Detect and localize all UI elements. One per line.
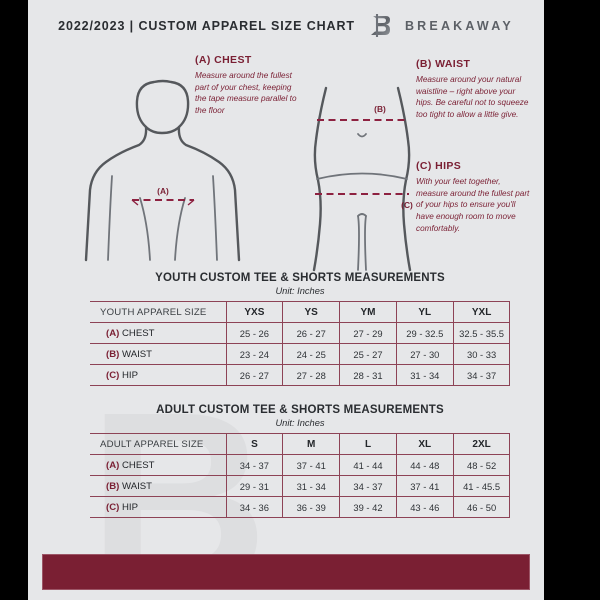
- adult-size-table: ADULT APPAREL SIZE S M L XL 2XL (A) CHES…: [90, 433, 511, 518]
- adult-row-0-tag: (A): [106, 459, 120, 471]
- adult-table-unit: Unit: Inches: [275, 418, 325, 428]
- callout-chest-heading: (A) CHEST: [195, 54, 252, 66]
- adult-r2-c1: 36 - 39: [282, 496, 341, 518]
- youth-col-1: YS: [282, 301, 341, 323]
- adult-row-1-tag: (B): [106, 480, 120, 492]
- adult-r0-c2: 41 - 44: [339, 454, 397, 476]
- youth-row-0-tag: (A): [106, 327, 120, 339]
- adult-r1-c2: 34 - 37: [339, 475, 397, 497]
- callout-waist: (B) WAIST Measure around your natural wa…: [416, 58, 531, 121]
- waist-hips-figure: (B) (C): [312, 86, 413, 272]
- youth-r0-c3: 29 - 32.5: [395, 322, 454, 344]
- youth-r2-c0: 26 - 27: [225, 364, 284, 386]
- callout-hips-body: With your feet together, measure around …: [416, 177, 530, 233]
- youth-r2-c3: 31 - 34: [395, 364, 454, 386]
- adult-header-label: ADULT APPAREL SIZE: [90, 433, 226, 455]
- table-row: (A) CHEST 25 - 26 26 - 27 27 - 29 29 - 3…: [90, 322, 511, 344]
- adult-col-3: XL: [395, 433, 454, 455]
- youth-row-0-label: (A) CHEST: [90, 322, 226, 344]
- youth-r1-c3: 27 - 30: [395, 343, 454, 365]
- page-header: 2022/2023 | CUSTOM APPAREL SIZE CHART BR…: [28, 0, 544, 52]
- youth-table-header-row: YOUTH APPAREL SIZE YXS YS YM YL YXL: [90, 301, 511, 323]
- youth-r2-c4: 34 - 37: [452, 364, 511, 386]
- table-row: (C) HIP 34 - 36 36 - 39 39 - 42 43 - 46 …: [90, 496, 511, 518]
- adult-r0-c0: 34 - 37: [225, 454, 284, 476]
- youth-col-2: YM: [339, 301, 397, 323]
- breakaway-b-monogram-icon: [369, 13, 391, 39]
- callout-waist-body: Measure around your natural waistline – …: [416, 75, 529, 119]
- adult-r1-c4: 41 - 45.5: [452, 475, 511, 497]
- youth-col-0: YXS: [225, 301, 284, 323]
- body-figures-svg: (A) (B) (C): [84, 79, 413, 272]
- adult-row-2-name: HIP: [122, 501, 138, 513]
- adult-r0-c4: 48 - 52: [452, 454, 511, 476]
- youth-r1-c1: 24 - 25: [282, 343, 341, 365]
- adult-r1-c3: 37 - 41: [395, 475, 454, 497]
- youth-row-2-label: (C) HIP: [90, 364, 226, 386]
- adult-r0-c1: 37 - 41: [282, 454, 341, 476]
- hips-marker-label: (C): [401, 200, 413, 210]
- youth-row-2-name: HIP: [122, 369, 138, 381]
- youth-r2-c2: 28 - 31: [339, 364, 397, 386]
- youth-col-3: YL: [395, 301, 454, 323]
- youth-row-1-name: WAIST: [122, 348, 153, 360]
- header-title: 2022/2023 | CUSTOM APPAREL SIZE CHART: [58, 19, 355, 33]
- youth-table-unit: Unit: Inches: [275, 286, 325, 296]
- youth-r0-c0: 25 - 26: [225, 322, 284, 344]
- youth-measurements-block: YOUTH CUSTOM TEE & SHORTS MEASUREMENTS U…: [90, 272, 511, 386]
- adult-r2-c4: 46 - 50: [452, 496, 511, 518]
- adult-row-2-tag: (C): [106, 501, 120, 513]
- adult-table-title: ADULT CUSTOM TEE & SHORTS MEASUREMENTS: [156, 404, 444, 416]
- adult-row-1-label: (B) WAIST: [90, 475, 226, 497]
- youth-table-title: YOUTH CUSTOM TEE & SHORTS MEASUREMENTS: [155, 272, 445, 284]
- adult-row-2-label: (C) HIP: [90, 496, 226, 518]
- callout-chest-body: Measure around the fullest part of your …: [195, 71, 297, 115]
- youth-row-1-label: (B) WAIST: [90, 343, 226, 365]
- youth-row-0-name: CHEST: [122, 327, 155, 339]
- youth-r1-c4: 30 - 33: [452, 343, 511, 365]
- brand-wordmark: BREAKAWAY: [404, 19, 514, 33]
- adult-r2-c3: 43 - 46: [395, 496, 454, 518]
- callout-waist-heading: (B) WAIST: [416, 58, 471, 70]
- adult-col-4: 2XL: [452, 433, 511, 455]
- youth-size-table: YOUTH APPAREL SIZE YXS YS YM YL YXL (A) …: [90, 301, 511, 386]
- chest-figure: (A): [84, 79, 241, 262]
- callout-chest: (A) CHEST Measure around the fullest par…: [195, 54, 305, 117]
- size-chart-page: B 2022/2023 | CUSTOM APPAREL SIZE CHART …: [28, 0, 544, 600]
- table-row: (A) CHEST 34 - 37 37 - 41 41 - 44 44 - 4…: [90, 454, 511, 476]
- adult-r2-c2: 39 - 42: [339, 496, 397, 518]
- adult-r1-c1: 31 - 34: [282, 475, 341, 497]
- adult-r2-c0: 34 - 36: [225, 496, 284, 518]
- youth-r2-c1: 27 - 28: [282, 364, 341, 386]
- table-row: (B) WAIST 23 - 24 24 - 25 25 - 27 27 - 3…: [90, 343, 511, 365]
- adult-row-0-name: CHEST: [122, 459, 155, 471]
- youth-r0-c1: 26 - 27: [282, 322, 341, 344]
- youth-r0-c4: 32.5 - 35.5: [452, 322, 511, 344]
- adult-col-2: L: [339, 433, 397, 455]
- table-row: (C) HIP 26 - 27 27 - 28 28 - 31 31 - 34 …: [90, 364, 511, 386]
- waist-marker-label: (B): [374, 104, 386, 114]
- table-row: (B) WAIST 29 - 31 31 - 34 34 - 37 37 - 4…: [90, 475, 511, 497]
- youth-header-label: YOUTH APPAREL SIZE: [90, 301, 226, 323]
- callout-hips-heading: (C) HIPS: [416, 160, 462, 172]
- adult-col-0: S: [225, 433, 284, 455]
- youth-row-2-tag: (C): [106, 369, 120, 381]
- youth-row-1-tag: (B): [106, 348, 120, 360]
- adult-table-header-row: ADULT APPAREL SIZE S M L XL 2XL: [90, 433, 511, 455]
- youth-col-4: YXL: [452, 301, 511, 323]
- chest-marker-label: (A): [157, 186, 169, 196]
- adult-row-0-label: (A) CHEST: [90, 454, 226, 476]
- adult-r0-c3: 44 - 48: [395, 454, 454, 476]
- footer-bar: [42, 554, 530, 590]
- youth-r1-c0: 23 - 24: [225, 343, 284, 365]
- youth-r0-c2: 27 - 29: [339, 322, 397, 344]
- adult-col-1: M: [282, 433, 341, 455]
- youth-r1-c2: 25 - 27: [339, 343, 397, 365]
- callout-hips: (C) HIPS With your feet together, measur…: [416, 160, 534, 234]
- adult-measurements-block: ADULT CUSTOM TEE & SHORTS MEASUREMENTS U…: [90, 404, 511, 518]
- adult-row-1-name: WAIST: [122, 480, 153, 492]
- measurement-illustration: (A) (B) (C): [28, 48, 544, 278]
- adult-r1-c0: 29 - 31: [225, 475, 284, 497]
